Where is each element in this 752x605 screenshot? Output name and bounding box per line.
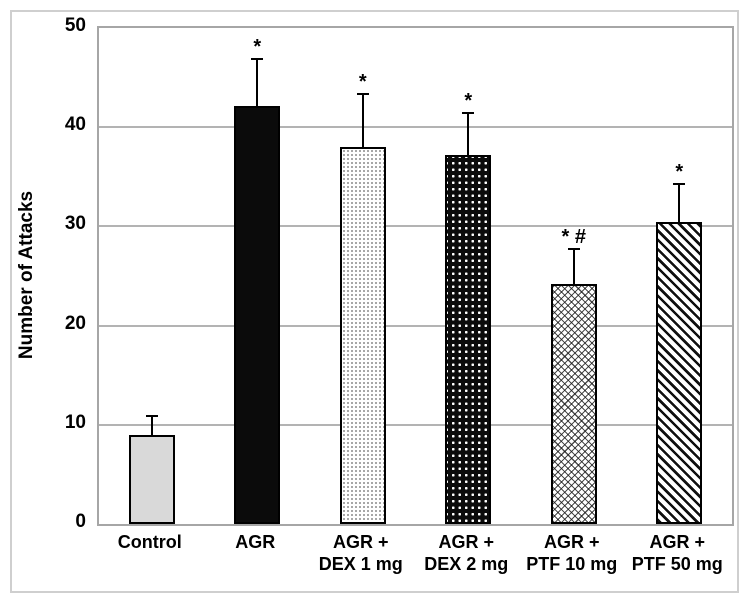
- bar-agr-ptf-10-mg: [550, 283, 597, 524]
- error-bar-cap: [251, 57, 264, 60]
- bar-slot: *: [416, 28, 522, 524]
- x-tick-label: AGR + PTF 10 mg: [526, 532, 618, 574]
- significance-annotation: * #: [561, 226, 586, 249]
- x-tick-label: AGR: [235, 532, 276, 552]
- bars-layer: * * * * # *: [99, 28, 732, 524]
- x-tick-label: AGR + PTF 50 mg: [631, 532, 723, 574]
- bar-agr: [234, 106, 281, 524]
- x-tick-label: AGR + DEX 1 mg: [318, 532, 403, 574]
- y-axis-title: Number of Attacks: [16, 190, 37, 360]
- y-tick-label: 10: [64, 411, 86, 433]
- bar-slot: *: [310, 28, 416, 524]
- x-tick-label: Control: [117, 532, 182, 552]
- bar-agr-dex-1-mg: [339, 147, 386, 524]
- error-bar: [256, 59, 259, 107]
- bar-agr-dex-2-mg: [445, 154, 492, 524]
- error-bar-cap: [462, 112, 475, 115]
- error-bar-cap: [567, 248, 580, 251]
- error-bar: [361, 95, 364, 148]
- significance-annotation: *: [464, 90, 473, 113]
- bar-slot: * #: [521, 28, 627, 524]
- bar-slot: *: [627, 28, 733, 524]
- error-bar: [572, 250, 575, 284]
- x-tick-label: AGR + DEX 2 mg: [424, 532, 509, 574]
- error-bar: [150, 416, 153, 435]
- error-bar-cap: [356, 93, 369, 96]
- y-tick-label: 50: [64, 15, 86, 36]
- bar-agr-ptf-50-mg: [656, 222, 703, 524]
- y-tick-label: 40: [64, 114, 86, 136]
- gridline: [99, 423, 732, 426]
- y-tick-label: 20: [64, 312, 86, 334]
- y-tick-label: 0: [75, 511, 86, 532]
- significance-annotation: *: [253, 35, 262, 58]
- y-tick-label: 30: [64, 213, 86, 235]
- bar-control: [128, 434, 175, 524]
- bar-slot: [99, 28, 205, 524]
- gridline: [99, 324, 732, 327]
- error-bar: [467, 114, 470, 155]
- error-bar-cap: [145, 414, 158, 417]
- bar-slot: *: [205, 28, 311, 524]
- x-axis-labels: Control AGR AGR + DEX 1 mg AGR + DEX 2 mg AG…: [97, 531, 730, 575]
- gridline: [99, 225, 732, 228]
- error-bar: [678, 184, 681, 223]
- error-bar-cap: [673, 182, 686, 185]
- significance-annotation: *: [675, 160, 684, 183]
- plot-area: * * * * # *: [97, 26, 734, 526]
- gridline: [99, 126, 732, 129]
- significance-annotation: *: [358, 71, 367, 94]
